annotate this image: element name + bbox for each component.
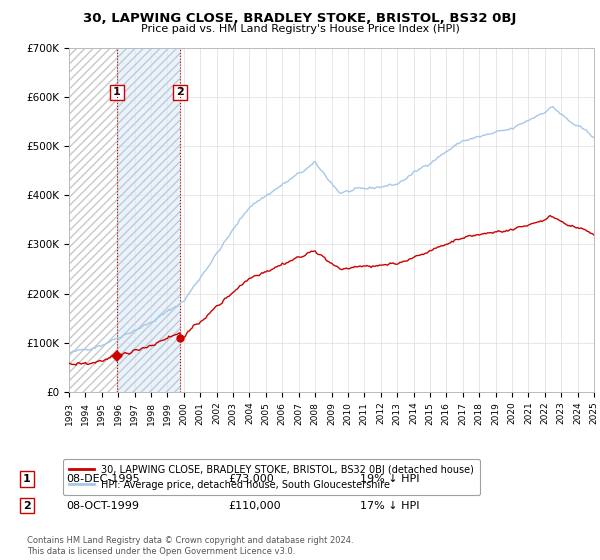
Text: 08-OCT-1999: 08-OCT-1999 (66, 501, 139, 511)
Text: 17% ↓ HPI: 17% ↓ HPI (360, 501, 419, 511)
Text: £73,000: £73,000 (228, 474, 274, 484)
Text: 19% ↓ HPI: 19% ↓ HPI (360, 474, 419, 484)
Text: 2: 2 (23, 501, 31, 511)
Bar (69, 48, 117, 392)
Legend: 30, LAPWING CLOSE, BRADLEY STOKE, BRISTOL, BS32 0BJ (detached house), HPI: Avera: 30, LAPWING CLOSE, BRADLEY STOKE, BRISTO… (64, 459, 480, 496)
Bar (117, 48, 180, 392)
Text: 2: 2 (176, 87, 184, 97)
Text: £110,000: £110,000 (228, 501, 281, 511)
Bar (69, 48, 117, 392)
Text: 30, LAPWING CLOSE, BRADLEY STOKE, BRISTOL, BS32 0BJ: 30, LAPWING CLOSE, BRADLEY STOKE, BRISTO… (83, 12, 517, 25)
Text: 1: 1 (113, 87, 121, 97)
Text: Price paid vs. HM Land Registry's House Price Index (HPI): Price paid vs. HM Land Registry's House … (140, 24, 460, 34)
Text: Contains HM Land Registry data © Crown copyright and database right 2024.
This d: Contains HM Land Registry data © Crown c… (27, 536, 353, 556)
Text: 1: 1 (23, 474, 31, 484)
Bar (117, 48, 180, 392)
Text: 08-DEC-1995: 08-DEC-1995 (66, 474, 140, 484)
